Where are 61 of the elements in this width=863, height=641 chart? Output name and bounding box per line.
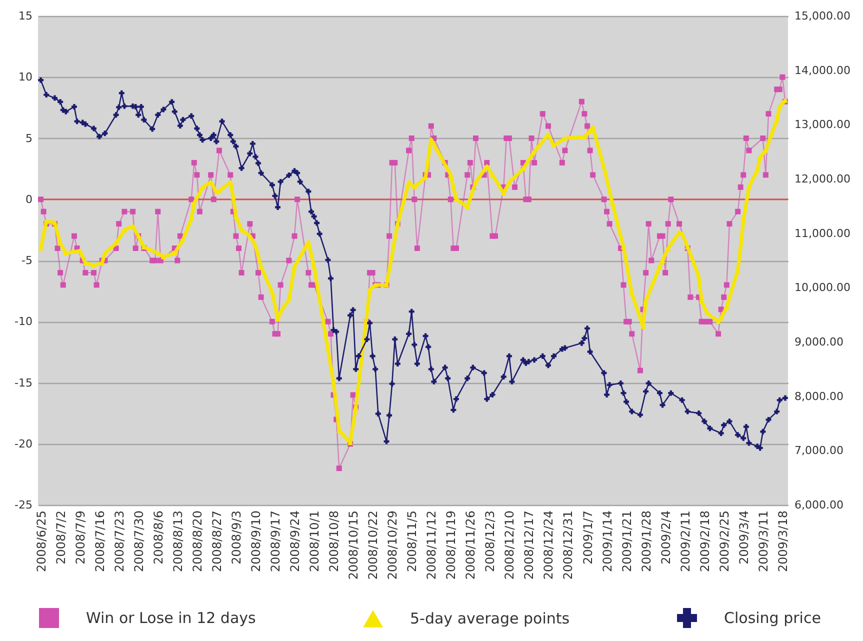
y-tick-label: -15 [14,376,32,390]
x-tick-label: 2008/7/16 [92,510,107,572]
x-tick-label: 2008/11/26 [464,510,478,580]
y2-tick-label: 13,000.00 [794,118,850,132]
y2-tick-label: 6,000.00 [794,498,844,512]
x-tick-label: 2008/8/13 [170,510,185,572]
legend-label: 5-day average points [410,610,570,628]
x-tick-label: 2008/7/9 [73,510,88,564]
x-tick-label: 2009/2/25 [717,510,732,572]
x-tick-label: 2008/10/15 [346,510,361,580]
y2-tick-label: 10,000.00 [794,281,850,294]
y-tick-label: 5 [26,132,32,145]
x-tick-label: 2009/1/14 [600,510,614,572]
x-tick-label: 2009/2/18 [698,510,712,572]
y2-tick-label: 7,000.00 [794,444,844,458]
x-tick-label: 2008/10/22 [366,510,380,580]
x-tick-label: 2008/9/17 [268,510,282,572]
x-tick-label: 2008/12/24 [542,510,556,580]
x-tick-label: 2009/3/18 [776,510,790,572]
y-tick-label: -10 [14,315,32,328]
x-tick-label: 2008/9/10 [248,510,263,572]
x-tick-label: 2008/7/2 [54,510,68,564]
x-tick-label: 2009/1/7 [580,510,595,564]
x-tick-label: 2009/1/28 [639,510,654,572]
y-tick-label: -5 [22,254,32,267]
y2-tick-label: 12,000.00 [794,172,850,186]
x-tick-label: 2008/11/12 [424,510,439,580]
x-tick-label: 2008/10/29 [386,510,400,580]
x-tick-label: 2009/2/11 [678,510,692,572]
y-tick-label: 10 [18,70,32,84]
x-tick-label: 2009/1/21 [620,510,634,572]
x-tick-label: 2008/8/20 [190,510,204,572]
x-tick-label: 2008/10/1 [308,510,322,572]
y-tick-label: -25 [14,498,32,512]
x-tick-label: 2009/3/11 [756,510,770,572]
x-tick-label: 2008/11/5 [405,510,420,572]
y2-tick-label: 15,000.00 [794,10,850,22]
x-tick-label: 2008/12/3 [483,510,498,572]
x-tick-label: 2008/9/24 [288,510,302,572]
y2-tick-label: 8,000.00 [794,390,844,403]
x-tick-label: 2008/8/27 [210,510,224,572]
x-tick-label: 2008/7/30 [132,510,146,572]
x-tick-label: 2008/10/8 [327,510,342,572]
y2-tick-label: 11,000.00 [794,226,850,240]
legend-label: Closing price [724,609,821,627]
x-tick-label: 2008/9/3 [229,510,244,564]
y-tick-label: 0 [26,192,32,206]
x-tick-label: 2008/8/6 [151,510,166,564]
x-tick-label: 2009/3/4 [736,510,751,564]
x-tick-label: 2009/2/4 [658,510,673,564]
y2-tick-label: 14,000.00 [794,64,850,77]
x-tick-label: 2008/12/10 [502,510,517,580]
x-tick-label: 2008/12/31 [561,510,576,580]
y2-tick-label: 9,000.00 [794,336,844,348]
legend-label: Win or Lose in 12 days [86,609,256,627]
x-tick-label: 2008/12/17 [522,510,536,580]
x-tick-label: 2008/7/23 [112,510,126,572]
x-tick-label: 2008/11/19 [444,510,458,580]
y-tick-label: -20 [14,437,32,450]
y-tick-label: 15 [18,10,32,22]
x-tick-label: 2008/6/25 [34,510,48,572]
